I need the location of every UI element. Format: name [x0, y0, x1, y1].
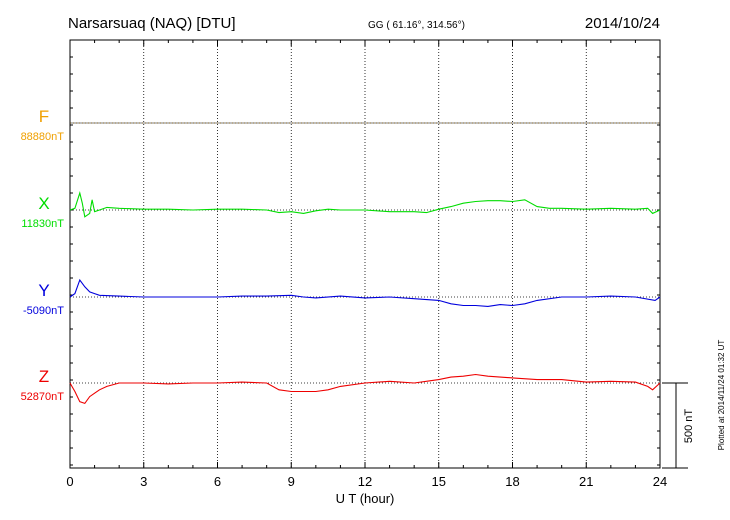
series-line-x	[69, 190, 661, 218]
x-axis-label: U T (hour)	[336, 491, 395, 506]
series-name-f: F	[39, 107, 49, 126]
geo-coordinates: GG ( 61.16°, 314.56°)	[368, 20, 465, 31]
x-tick-label: 15	[432, 474, 446, 489]
series-baseline-value-y: -5090nT	[23, 305, 64, 317]
x-tick-label: 6	[214, 474, 221, 489]
axis-ticks	[69, 39, 661, 468]
series-lines	[69, 122, 661, 405]
chart-date: 2014/10/24	[585, 15, 660, 32]
x-tick-label: 12	[358, 474, 372, 489]
plotted-timestamp: Plotted at 2014/11/24 01:32 UT	[717, 340, 726, 451]
station-title: Narsarsuaq (NAQ) [DTU]	[68, 15, 236, 32]
x-tick-label: 21	[579, 474, 593, 489]
series-baseline-value-x: 11830nT	[21, 218, 64, 230]
grid-lines	[143, 40, 587, 468]
x-tick-label: 18	[505, 474, 519, 489]
series-baseline-value-f: 88880nT	[21, 131, 65, 143]
series-name-z: Z	[39, 367, 49, 386]
series-line-z	[69, 373, 661, 405]
series-name-y: Y	[38, 281, 49, 300]
x-tick-label: 0	[66, 474, 73, 489]
series-baseline-value-z: 52870nT	[21, 391, 65, 403]
series-labels: F 88880nT X 11830nT Y -5090nT Z 52870nT	[21, 107, 65, 403]
series-name-x: X	[38, 194, 49, 213]
x-tick-label: 3	[140, 474, 147, 489]
x-tick-label: 9	[288, 474, 295, 489]
series-line-y	[69, 278, 661, 307]
scale-bar: 500 nT	[662, 382, 695, 469]
scale-bar-label: 500 nT	[683, 409, 695, 444]
x-tick-label: 24	[653, 474, 667, 489]
x-tick-labels: 0 3 6 9 12 15 18 21 24	[66, 474, 667, 489]
